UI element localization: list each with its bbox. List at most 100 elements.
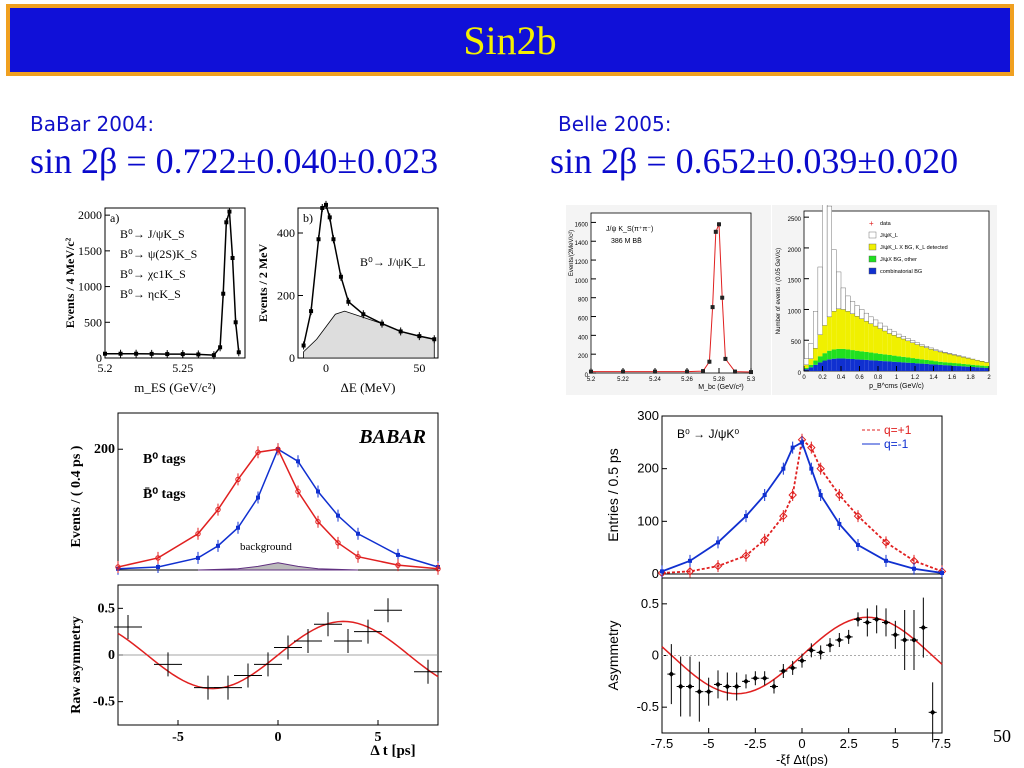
belle-pb-bar-1	[808, 358, 814, 365]
belle-pb-bar-2	[817, 356, 823, 363]
belle-asym-data-point	[733, 683, 740, 690]
belle-mbc-ytick-label: 0	[585, 373, 589, 379]
belle-mbc-xtick-label: 5.24	[649, 377, 661, 383]
belle-pb-ytick-label: 1500	[788, 279, 802, 285]
belle-asym-xtick-label: -5	[703, 736, 715, 751]
belle-pb-bar-1	[928, 349, 934, 361]
belle-dt-fit-1	[661, 441, 943, 574]
belle-pb-bar-2	[808, 364, 814, 368]
belle-mbc-data-point	[707, 359, 712, 364]
babar-de-data-point	[309, 309, 314, 314]
babar-de-chart: 0 200 400 0 50 b) B⁰→ J/ψK_L ΔE (MeV) Events / 2…	[256, 200, 439, 395]
belle-pb-bar-3	[956, 366, 962, 371]
babar-dt-series-0-point	[316, 489, 320, 494]
belle-mbc-ytick-label: 1600	[575, 222, 589, 228]
belle-pb-bar-3	[961, 366, 966, 371]
belle-pb-bar-3	[901, 362, 906, 371]
belle-pb-bar-1	[841, 309, 846, 349]
belle-mbc-data-point	[653, 369, 657, 374]
belle-pb-bar-3	[841, 358, 846, 371]
babar-dt-series-0-point	[156, 564, 160, 569]
babar-mes-data-point	[103, 351, 107, 356]
babar-de-xtick-label: 0	[323, 361, 329, 375]
belle-pb-bar-2	[915, 358, 920, 364]
belle-pb-bar-2	[873, 353, 878, 361]
belle-asym-data-point	[836, 637, 843, 643]
belle-pb-ytick-label: 500	[791, 340, 802, 346]
belle-pb-bar-0	[887, 328, 893, 334]
babar-mes-data-point	[233, 320, 238, 325]
babar-mes-legend-entry: B⁰→ ηcK_S	[120, 287, 181, 301]
belle-dt-series-1-point	[716, 540, 720, 545]
belle-pb-bar-0	[928, 347, 934, 350]
babar-dt-series-1-point	[115, 564, 121, 570]
belle-asym-ytick-label: -0.5	[637, 699, 659, 714]
belle-pb-bar-0	[845, 295, 851, 312]
belle-eq-pm2: ±	[857, 141, 878, 181]
belle-dt-series-1-point	[688, 558, 692, 563]
belle-pb-bar-0	[924, 346, 930, 348]
babar-de-xlabel: ΔE (MeV)	[341, 380, 396, 395]
babar-de-data-point	[327, 215, 332, 220]
belle-pb-bar-2	[864, 351, 869, 360]
babar-mes-data-point	[236, 350, 241, 355]
belle-pb-bar-1	[965, 358, 971, 365]
babar-mes-ylabel: Events / 4 MeV/c²	[63, 237, 77, 328]
babar-mes-data-point	[218, 345, 223, 350]
belle-dt-chart: 0 100 200 300 B⁰ → J/ψK⁰ q=+1q=-1 Entries / 0.…	[605, 410, 947, 580]
belle-pb-bar-1	[933, 350, 939, 362]
belle-pb-bar-1	[873, 326, 878, 354]
belle-pb-bar-1	[979, 361, 985, 366]
belle-dt-frame	[661, 415, 943, 575]
belle-pb-bar-3	[887, 361, 892, 371]
belle-asym-data-point	[743, 678, 749, 685]
belle-asym-xlabel: -ξf Δt(ps)	[776, 752, 828, 766]
babar-dt-chart: 200 BABAR B⁰ tags B̄⁰ tags background Events …	[69, 412, 441, 575]
babar-asym-xtick-label: -5	[172, 730, 184, 745]
belle-pb-ytick-label: 2000	[788, 248, 802, 254]
belle-pb-bar-2	[942, 362, 948, 366]
belle-pb-bar-1	[952, 355, 957, 364]
babar-de-ylabel: Events / 2 MeV	[256, 244, 270, 323]
belle-pb-bar-2	[882, 354, 888, 362]
belle-pb-xtick-label: 2	[987, 375, 991, 381]
belle-pb-bar-3	[924, 363, 929, 371]
belle-pb-bar-0	[868, 316, 874, 324]
babar-de-data-point	[398, 329, 403, 334]
babar-eq-value: 0.722	[155, 141, 237, 181]
babar-dt-series-1-point	[315, 518, 321, 525]
babar-eq-syst: 0.023	[357, 141, 439, 181]
belle-pb-bar-3	[919, 363, 925, 371]
babar-dt-series-0-point	[256, 495, 260, 500]
belle-pb-bar-1	[864, 321, 869, 352]
belle-pb-bar-2	[970, 364, 976, 367]
babar-de-ytick-label: 200	[277, 289, 295, 303]
belle-dt-legend-entry: q=-1	[884, 437, 909, 451]
belle-pb-bar-0	[840, 287, 846, 310]
belle-pb-bar-0	[826, 205, 832, 318]
belle-pb-bar-3	[970, 367, 976, 371]
belle-eq-syst: 0.020	[877, 141, 959, 181]
belle-asym-data-point	[668, 671, 675, 677]
belle-mbc-xtick-label: 5.28	[713, 377, 725, 383]
belle-pb-bar-2	[979, 365, 985, 368]
belle-pb-legend-entry: J/ψX BG, other	[880, 257, 917, 263]
babar-asym-ylabel: Raw asymmetry	[69, 616, 84, 714]
belle-pb-chart: 0 500 1000 1500 2000 2500 0 0.2 0.4 0.6 0.8 1 1.2 1.4…	[772, 205, 997, 395]
babar-de-ytick-label: 400	[277, 226, 295, 240]
belle-pb-bar-1	[859, 318, 865, 352]
belle-asym-xtick-label: -7.5	[651, 736, 673, 751]
belle-equation: sin 2β = 0.652±0.039±0.020	[550, 140, 958, 182]
belle-pb-bar-1	[868, 323, 874, 353]
belle-asym-xtick-label: 5	[892, 736, 899, 751]
babar-dt-series-1-point	[215, 506, 221, 513]
belle-pb-bar-1	[961, 357, 966, 364]
belle-pb-bar-2	[887, 355, 892, 362]
belle-asym-data-point	[920, 624, 927, 631]
belle-pb-bar-3	[896, 362, 902, 371]
belle-dt-series-0-point	[853, 511, 863, 521]
babar-eq-stat: 0.040	[256, 141, 338, 181]
belle-dt-series-1-point	[660, 569, 664, 574]
belle-asym-xtick-label: 0	[798, 736, 805, 751]
babar-dt-background-shape	[197, 562, 359, 571]
